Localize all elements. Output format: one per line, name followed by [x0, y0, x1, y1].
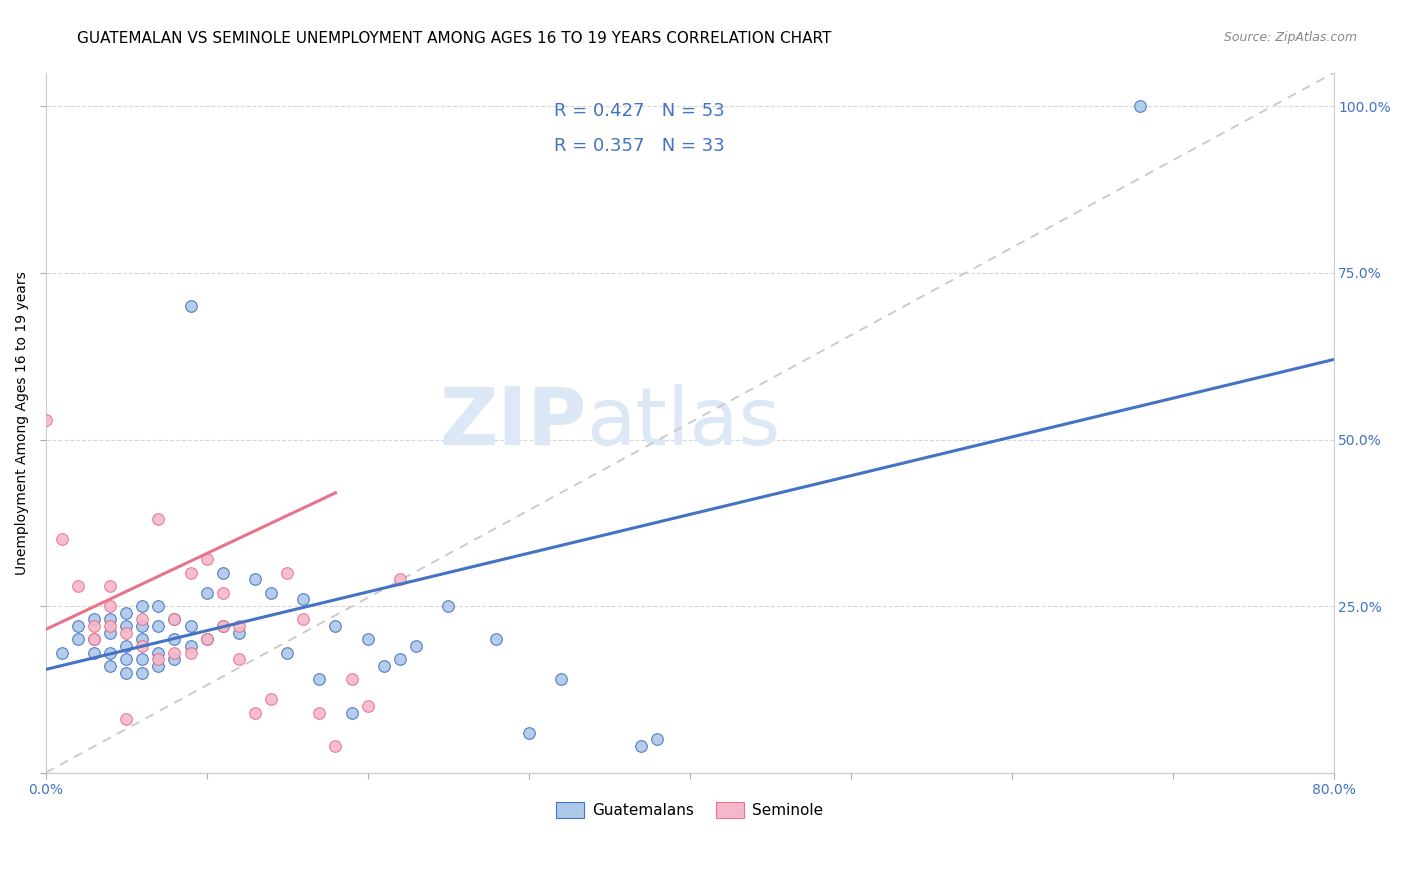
Point [340, 673, 363, 687]
Point [180, 639, 202, 653]
Point [83, 632, 105, 647]
Point [405, 639, 427, 653]
Point [148, 646, 170, 660]
Point [243, 706, 266, 720]
Point [148, 652, 170, 666]
Point [211, 619, 233, 633]
Text: Source: ZipAtlas.com: Source: ZipAtlas.com [1223, 31, 1357, 45]
Point [83, 619, 105, 633]
Point [115, 606, 138, 620]
Point [131, 632, 153, 647]
Point [180, 646, 202, 660]
Point [98, 625, 121, 640]
Point [148, 659, 170, 673]
Point [66, 579, 89, 593]
Point [115, 665, 138, 680]
Point [630, 739, 652, 753]
Point [115, 625, 138, 640]
Point [356, 632, 378, 647]
Point [228, 625, 250, 640]
Point [148, 599, 170, 614]
Point [115, 652, 138, 666]
Point [308, 673, 330, 687]
Point [373, 659, 395, 673]
Point [180, 299, 202, 313]
Point [66, 619, 89, 633]
Point [131, 665, 153, 680]
Point [211, 566, 233, 580]
Point [292, 592, 315, 607]
Text: R = 0.357   N = 33: R = 0.357 N = 33 [554, 137, 725, 155]
Point [260, 692, 283, 706]
Point [180, 619, 202, 633]
Legend: Guatemalans, Seminole: Guatemalans, Seminole [550, 796, 828, 824]
Point [195, 632, 218, 647]
Point [388, 573, 411, 587]
Point [163, 612, 186, 626]
Y-axis label: Unemployment Among Ages 16 to 19 years: Unemployment Among Ages 16 to 19 years [15, 271, 30, 574]
Point [1129, 99, 1152, 113]
Point [98, 579, 121, 593]
Point [276, 566, 298, 580]
Point [211, 619, 233, 633]
Point [195, 552, 218, 566]
Point [356, 699, 378, 714]
Point [180, 566, 202, 580]
Point [485, 632, 508, 647]
Point [98, 619, 121, 633]
Point [131, 619, 153, 633]
Point [647, 732, 669, 747]
Point [131, 639, 153, 653]
Point [66, 632, 89, 647]
Point [437, 599, 460, 614]
Point [131, 652, 153, 666]
Point [325, 619, 347, 633]
Point [243, 573, 266, 587]
Text: R = 0.427   N = 53: R = 0.427 N = 53 [554, 103, 725, 120]
Point [163, 646, 186, 660]
Point [131, 612, 153, 626]
Point [308, 706, 330, 720]
Point [163, 612, 186, 626]
Point [115, 713, 138, 727]
Point [83, 632, 105, 647]
Point [195, 632, 218, 647]
Point [195, 586, 218, 600]
Point [98, 599, 121, 614]
Point [51, 646, 73, 660]
Point [276, 646, 298, 660]
Point [388, 652, 411, 666]
Point [83, 612, 105, 626]
Point [228, 619, 250, 633]
Point [98, 659, 121, 673]
Point [115, 639, 138, 653]
Point [148, 512, 170, 526]
Point [340, 706, 363, 720]
Point [115, 619, 138, 633]
Text: ZIP: ZIP [439, 384, 586, 462]
Point [163, 652, 186, 666]
Point [98, 646, 121, 660]
Point [211, 586, 233, 600]
Point [163, 632, 186, 647]
Point [83, 646, 105, 660]
Point [131, 599, 153, 614]
Point [260, 586, 283, 600]
Point [325, 739, 347, 753]
Point [51, 533, 73, 547]
Point [517, 725, 540, 739]
Point [292, 612, 315, 626]
Text: atlas: atlas [586, 384, 780, 462]
Point [34, 412, 56, 426]
Point [98, 612, 121, 626]
Point [228, 652, 250, 666]
Text: GUATEMALAN VS SEMINOLE UNEMPLOYMENT AMONG AGES 16 TO 19 YEARS CORRELATION CHART: GUATEMALAN VS SEMINOLE UNEMPLOYMENT AMON… [77, 31, 832, 46]
Point [148, 619, 170, 633]
Point [550, 673, 572, 687]
